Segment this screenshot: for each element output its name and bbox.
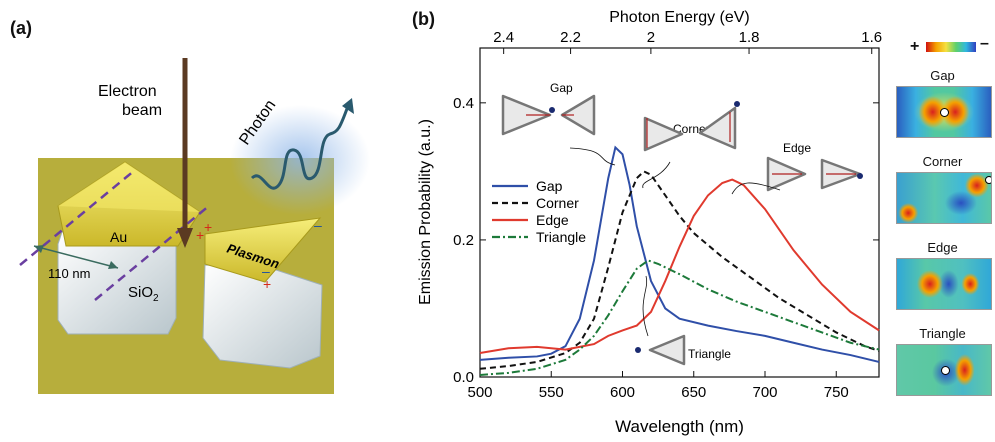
charge-minus-right: – xyxy=(314,217,322,233)
x-axis-label: Wavelength (nm) xyxy=(615,417,744,436)
x-tick-label: 650 xyxy=(681,384,706,401)
dimension-arrowhead-left xyxy=(34,245,44,253)
top-tick-label: 1.6 xyxy=(861,29,882,46)
inset-gap-electron xyxy=(549,107,555,113)
charge-plus-right: + xyxy=(204,219,212,235)
inset-corner: Corner xyxy=(642,101,740,189)
map-title-gap: Gap xyxy=(930,68,955,83)
y-axis-label: Emission Probability (a.u.) xyxy=(417,119,434,305)
inset-gap-triangle-right xyxy=(560,94,596,136)
schematic-panel: (a) xyxy=(0,0,400,442)
dimension-arrowhead-right xyxy=(108,261,118,269)
legend-label-edge: Edge xyxy=(536,212,569,228)
inset-corner-pointer xyxy=(642,161,671,189)
colorscale-bar xyxy=(926,42,976,52)
inset-corner-electron xyxy=(734,101,740,107)
photon-wave xyxy=(250,105,350,190)
y-tick-label: 0.2 xyxy=(453,232,474,249)
y-tick-label: 0.0 xyxy=(453,369,474,386)
field-maps-column: + – Gap Corner Edge Triangle xyxy=(890,30,995,442)
x-tick-label: 750 xyxy=(824,384,849,401)
inset-corner-triangle-left xyxy=(643,116,684,152)
panel-b-label: (b) xyxy=(412,9,435,29)
inset-edge-electron xyxy=(857,173,863,179)
colorscale-plus: + xyxy=(910,38,920,55)
charge-plus-bottom: + xyxy=(263,276,271,292)
inset-triangle-electron xyxy=(635,347,641,353)
top-tick-label: 2.2 xyxy=(560,29,581,46)
inset-corner-triangle-right xyxy=(698,106,737,150)
inset-gap-label: Gap xyxy=(550,81,573,95)
sio2-label: SiO2 xyxy=(128,284,159,304)
map-title-corner: Corner xyxy=(922,154,963,169)
legend-label-triangle: Triangle xyxy=(536,229,586,245)
x-tick-label: 700 xyxy=(752,384,777,401)
inset-edge-label: Edge xyxy=(783,141,811,155)
inset-edge-pointer xyxy=(731,182,781,195)
top-axis-label: Photon Energy (eV) xyxy=(609,9,750,26)
map-title-triangle: Triangle xyxy=(919,326,966,341)
top-tick-label: 2.4 xyxy=(493,29,514,46)
inset-triangle-pointer xyxy=(642,275,649,337)
x-tick-label: 600 xyxy=(610,384,635,401)
map-triangle-electron xyxy=(941,366,950,375)
schematic-illustration: Electron beam Photon Au SiO2 Plasmon 110… xyxy=(19,58,370,394)
x-tick-label: 500 xyxy=(467,384,492,401)
electron-beam-label-line2: beam xyxy=(122,102,162,119)
series-line-gap xyxy=(479,145,880,363)
emission-chart: Wavelength (nm) Emission Probability (a.… xyxy=(417,9,882,436)
top-tick-label: 1.8 xyxy=(739,29,760,46)
colorscale-minus: – xyxy=(980,35,989,52)
map-gap xyxy=(896,86,992,138)
legend-label-gap: Gap xyxy=(536,178,563,194)
top-tick-label: 2 xyxy=(647,29,655,46)
inset-triangle-label: Triangle xyxy=(688,347,731,361)
dimension-dash-line-2 xyxy=(94,204,211,301)
inset-edge: Edge xyxy=(731,141,863,195)
inset-gap: Gap xyxy=(501,81,616,166)
au-label: Au xyxy=(110,229,127,245)
map-triangle xyxy=(896,344,992,396)
electron-beam-label-line1: Electron xyxy=(98,83,157,100)
series-line-edge xyxy=(479,178,880,354)
sio2-block-right xyxy=(202,264,323,369)
panel-a-label: (a) xyxy=(10,18,32,38)
dimension-arrow xyxy=(33,245,119,269)
map-corner xyxy=(896,172,992,224)
plot-frame xyxy=(479,47,880,378)
au-triangle-top-face xyxy=(58,162,200,212)
photon-arrowhead xyxy=(342,98,354,114)
x-tick-label: 550 xyxy=(539,384,564,401)
series-line-triangle xyxy=(479,259,880,376)
electron-beam-arrowhead xyxy=(177,228,193,248)
y-tick-label: 0.4 xyxy=(453,95,474,112)
map-corner-electron xyxy=(985,176,991,184)
dimension-dash-line-1 xyxy=(19,169,136,266)
map-gap-electron xyxy=(940,108,949,117)
au-triangle-right xyxy=(204,217,322,283)
map-title-edge: Edge xyxy=(927,240,958,255)
charge-plus-left: + xyxy=(196,227,204,243)
inset-gap-pointer xyxy=(569,147,616,166)
inset-triangle-shape xyxy=(648,334,686,366)
dimension-label: 110 nm xyxy=(48,266,90,281)
map-edge xyxy=(896,258,992,310)
inset-triangle: Triangle xyxy=(635,275,731,366)
legend-label-corner: Corner xyxy=(536,195,579,211)
charge-minus-bottom: – xyxy=(262,263,270,279)
